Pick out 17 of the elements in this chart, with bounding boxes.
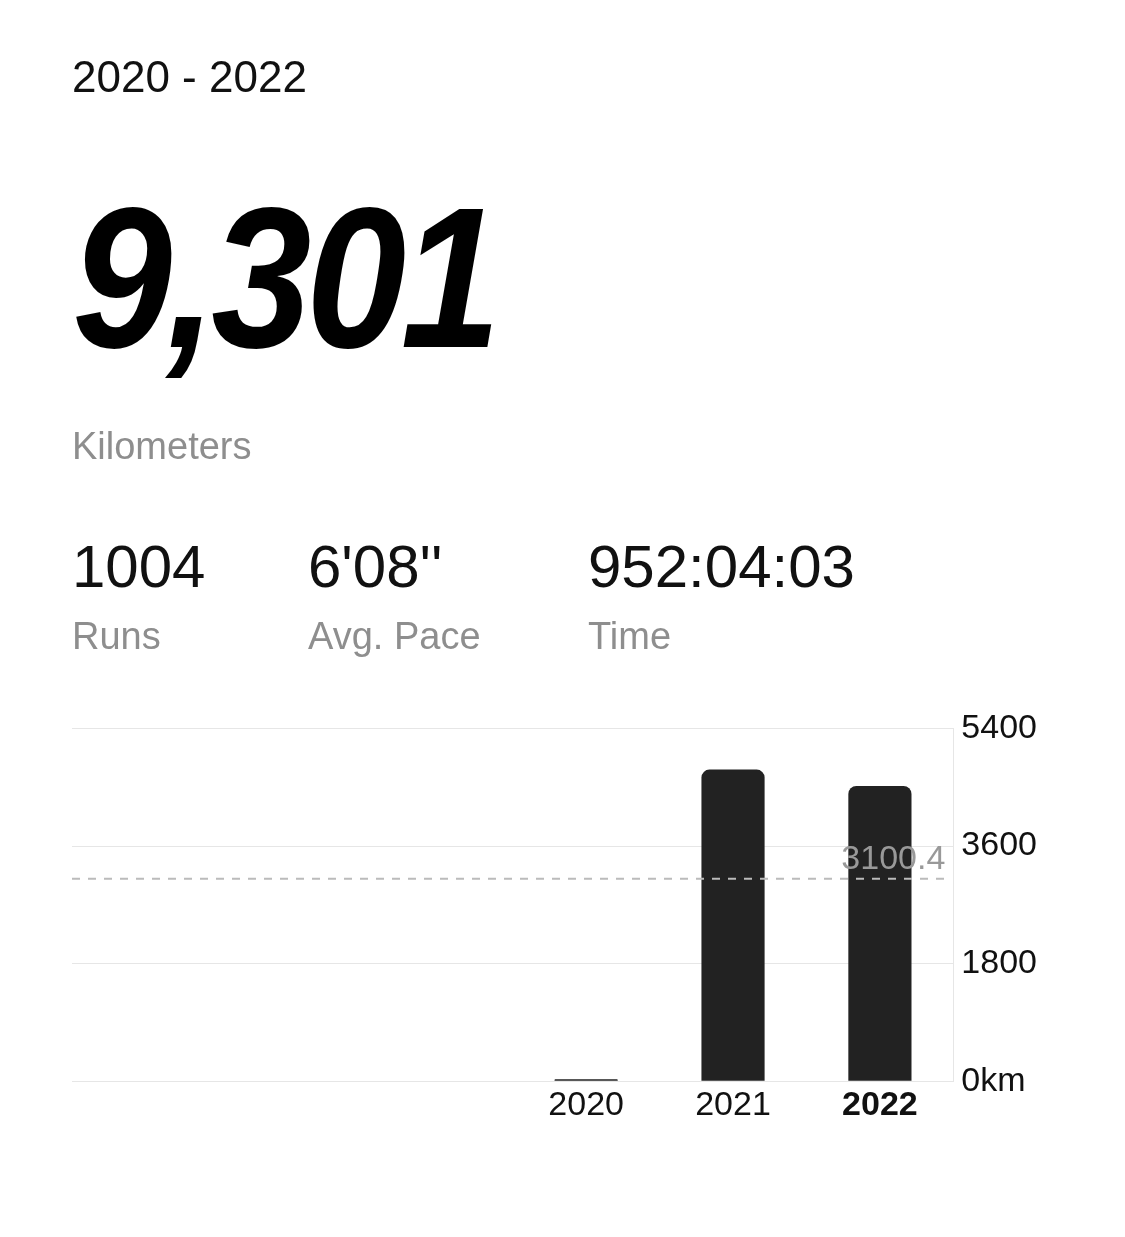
y-tick-label: 5400: [961, 706, 1037, 745]
y-tick-label: 1800: [961, 941, 1037, 980]
text: Kilometers: [72, 425, 252, 468]
text: 9,301: [72, 166, 496, 389]
x-tick-label: 2020: [548, 1083, 624, 1122]
text: Avg. Pace: [308, 615, 481, 658]
text: Runs: [72, 615, 161, 658]
chart-title: 2020 - 2022: [72, 52, 307, 102]
text: 1004: [72, 532, 206, 601]
y-tick-label: 3600: [961, 824, 1037, 863]
y-tick-label: 0km: [961, 1059, 1026, 1098]
text: 952:04:03: [588, 532, 855, 601]
bar: [701, 769, 765, 1081]
text: Time: [588, 615, 672, 658]
x-tick-label: 2021: [695, 1083, 771, 1122]
text: 6'08'': [308, 532, 443, 601]
x-tick-label: 2022: [842, 1083, 918, 1122]
